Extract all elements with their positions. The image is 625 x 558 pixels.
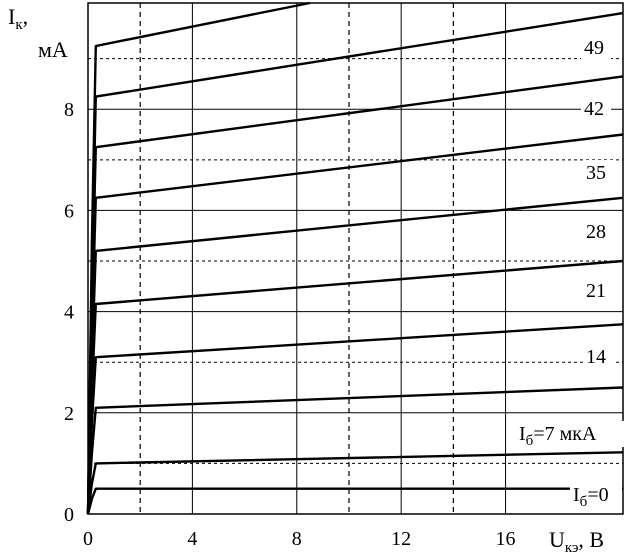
series-label-bg-7 [581,96,611,122]
y-axis-label-main: I [8,4,15,29]
plot-frame [87,2,624,515]
series-label-rest: =7 мкА [533,423,597,445]
x-tick-label: 4 [187,528,197,550]
series-label-bg-0 [570,482,622,508]
series-label-3: 14 [586,346,606,368]
grid [88,3,623,514]
series-label-5: 28 [586,221,606,243]
series-label-4: 21 [586,280,606,302]
series-line-7 [86,75,624,515]
x-tick-label: 0 [83,528,93,550]
y-axis-label-sub: к [15,17,23,33]
series-line-9 [86,1,311,515]
y-tick-label: 8 [64,99,74,121]
series-label-name: I [573,484,580,506]
y-tick-label: 2 [64,403,74,425]
x-tick-label: 12 [391,528,411,550]
x-tick-label: 16 [496,528,516,550]
series-label-7: 42 [584,98,604,120]
series-label-sub: б [580,494,588,510]
x-tick-label: 8 [292,528,302,550]
series-line-2 [86,386,624,515]
tick-labels: 0 4 8 12 16 0 2 4 6 8 [64,99,516,550]
series-line-3 [86,323,624,515]
y-axis-label-suffix: , [23,4,29,29]
y-tick-label: 0 [64,504,74,526]
x-axis-label-unit: , В [578,527,604,552]
x-axis-label-main: U [549,527,565,552]
series-label-bg-6 [583,160,613,186]
series-label-rest: =0 [587,484,608,506]
series-label-bg-3 [583,344,613,370]
series-line-4 [86,259,624,515]
series-label-name: I [519,423,526,445]
series-label-bg-5 [583,219,613,245]
series-line-0 [86,487,623,515]
series-label-1: Iб=7 мкА [519,423,597,449]
series-label-bg-4 [583,278,613,304]
series-label-8: 49 [584,37,604,59]
series-label-6: 35 [586,162,606,184]
series-label-bg-8 [581,35,611,61]
series-line-5 [86,196,624,515]
series-label-0: Iб=0 [573,484,609,510]
y-axis-unit: мА [38,37,68,62]
curves [86,1,624,515]
x-axis-label: Uкэ, В [549,527,604,556]
series-line-1 [86,451,624,515]
y-tick-label: 6 [64,200,74,222]
x-axis-label-sub: кэ [565,540,579,556]
y-tick-label: 4 [64,302,74,324]
series-label-sub: б [526,433,534,449]
y-axis-label: Iк, [8,4,28,33]
series-label-bg-1 [516,421,625,447]
